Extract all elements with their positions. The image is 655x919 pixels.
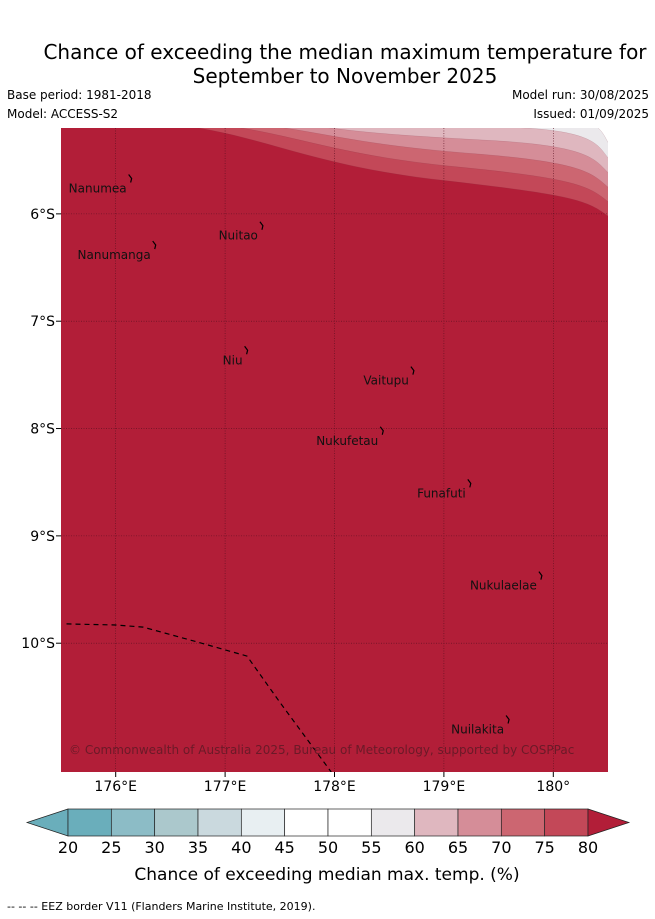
colorbar-tick-label: 70	[491, 838, 511, 857]
map-plot-area: Nanumea Nuitao Nanumanga Niu Vaitupu Nukufeta…	[61, 30, 644, 772]
colorbar-cell	[110, 808, 156, 837]
copyright-notice: © Commonwealth of Australia 2025, Bureau…	[69, 743, 574, 757]
colorbar-cell	[327, 808, 372, 837]
colorbar-tick-label: 40	[231, 838, 251, 857]
x-tick-label: 179°E	[423, 779, 466, 795]
latitude-ticks: 6°S 7°S 8°S 9°S 10°S	[21, 207, 61, 652]
probability-contours	[196, 30, 644, 217]
island-shape	[505, 715, 510, 724]
island-shape	[128, 174, 133, 183]
colorbar-tick-label: 65	[448, 838, 468, 857]
colorbar-tick-label: 60	[404, 838, 424, 857]
y-tick-label: 6°S	[30, 207, 55, 223]
island-shape	[152, 240, 157, 250]
contour-band	[512, 72, 613, 124]
island-shape	[244, 345, 249, 355]
model-run: Model run: 30/08/2025	[511, 88, 649, 102]
longitude-ticks: 176°E 177°E 178°E 179°E 180°	[94, 772, 570, 795]
colorbar-cell	[457, 808, 502, 837]
colorbar: 20 25 30 35 40 45 50 55 60 65 70 75 80 Chance of exc…	[25, 808, 631, 885]
contour-band	[553, 58, 618, 124]
island-shape	[259, 221, 264, 230]
forecast-field	[61, 128, 608, 772]
x-tick-label: 176°E	[94, 779, 137, 795]
colorbar-cell	[240, 808, 286, 837]
island-label: Nuilakita	[451, 722, 504, 736]
base-period: Base period: 1981-2018	[7, 88, 152, 102]
y-tick-label: 7°S	[30, 314, 55, 330]
island-label: Nukulaelae	[470, 579, 537, 593]
colorbar-cell	[197, 808, 242, 837]
colorbar-tick-label: 20	[58, 838, 78, 857]
colorbar-tick-label: 55	[361, 838, 381, 857]
colorbar-tick-labels: 20 25 30 35 40 45 50 55 60 65 70 75 80	[58, 838, 598, 857]
island-labels: Nanumea Nuitao Nanumanga Niu Vaitupu Nukufeta…	[69, 174, 543, 736]
eez-legend-note: -- -- -- EEZ border V11 (Flanders Marine…	[7, 900, 316, 913]
island-shape	[467, 478, 472, 488]
map-title: Chance of exceeding the median maximum t…	[0, 40, 655, 88]
title-line-2: September to November 2025	[192, 64, 498, 88]
contour-band	[468, 87, 613, 125]
colorbar-cell	[284, 808, 329, 837]
colorbar-tick-label: 25	[101, 838, 121, 857]
island-label: Funafuti	[417, 486, 466, 500]
colorbar-tick-label: 45	[274, 838, 294, 857]
island-shape	[538, 571, 543, 580]
colorbar-over-arrow	[587, 808, 631, 837]
contour-band	[518, 128, 608, 159]
contour-band	[583, 44, 625, 124]
colorbar-tick-label: 80	[578, 838, 598, 857]
title-line-1: Chance of exceeding the median maximum t…	[43, 40, 647, 64]
y-tick-label: 9°S	[30, 529, 55, 545]
y-tick-label: 8°S	[30, 422, 55, 438]
x-tick-label: 177°E	[204, 779, 247, 795]
colorbar-tick-label: 50	[318, 838, 338, 857]
contour-band	[609, 30, 644, 124]
island-shape	[379, 426, 384, 435]
colorbar-tick-label: 75	[534, 838, 554, 857]
island-label: Nanumea	[69, 182, 127, 196]
contour-band	[597, 128, 608, 143]
island-shape	[410, 366, 415, 375]
island-label: Niu	[223, 353, 243, 367]
colorbar-cell	[154, 808, 199, 837]
colorbar-tick-label: 30	[144, 838, 164, 857]
colorbar-label: Chance of exceeding median max. temp. (%…	[134, 865, 519, 885]
issued-date: Issued: 01/09/2025	[533, 107, 649, 121]
x-tick-label: 178°E	[313, 779, 356, 795]
island-label: Nukufetau	[316, 434, 378, 448]
y-tick-label: 10°S	[21, 636, 55, 652]
colorbar-tick-label: 35	[188, 838, 208, 857]
x-tick-label: 180°	[536, 779, 570, 795]
island-label: Vaitupu	[363, 374, 409, 388]
colorbar-cell	[544, 808, 589, 837]
graticule	[61, 128, 608, 772]
island-label: Nuitao	[219, 229, 258, 243]
colorbar-under-arrow	[25, 808, 69, 837]
map-figure: Nanumea Nuitao Nanumanga Niu Vaitupu Nukufeta…	[21, 30, 644, 885]
colorbar-cell	[500, 808, 546, 837]
eez-border-line	[66, 623, 332, 772]
colorbar-cells	[67, 808, 589, 837]
colorbar-cell	[370, 808, 416, 837]
colorbar-cell	[414, 808, 459, 837]
model-name: Model: ACCESS-S2	[7, 107, 119, 121]
colorbar-cell	[67, 808, 112, 837]
island-label: Nanumanga	[78, 248, 151, 262]
